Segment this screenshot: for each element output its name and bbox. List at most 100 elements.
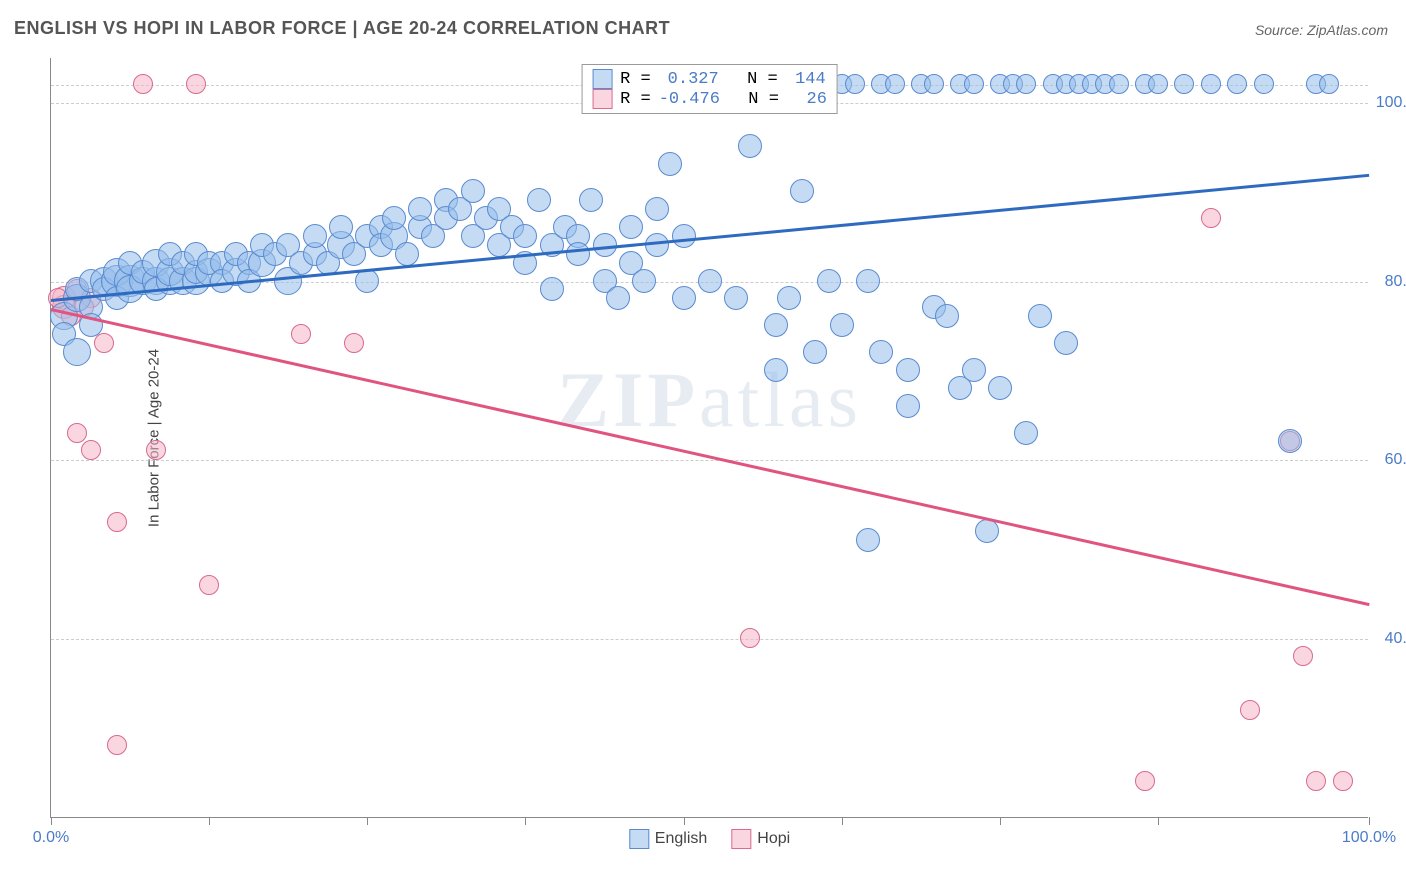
x-tick: [525, 817, 526, 825]
legend-swatch: [592, 89, 612, 109]
scatter-point-hopi: [1306, 771, 1326, 791]
scatter-point-english: [869, 340, 893, 364]
scatter-point-english: [1054, 331, 1078, 355]
scatter-point-english: [975, 519, 999, 543]
scatter-point-english: [764, 358, 788, 382]
scatter-point-english: [395, 242, 419, 266]
scatter-point-hopi: [291, 324, 311, 344]
scatter-point-hopi: [81, 440, 101, 460]
scatter-point-english: [1201, 74, 1221, 94]
scatter-point-english: [579, 188, 603, 212]
scatter-point-english: [408, 197, 432, 221]
legend-swatch: [592, 69, 612, 89]
x-tick: [1000, 817, 1001, 825]
scatter-point-hopi: [199, 575, 219, 595]
x-tick: [684, 817, 685, 825]
scatter-point-english: [658, 152, 682, 176]
scatter-point-hopi: [1240, 700, 1260, 720]
x-tick: [1158, 817, 1159, 825]
legend-r-label: R =: [620, 70, 651, 89]
scatter-point-english: [738, 134, 762, 158]
scatter-chart: In Labor Force | Age 20-24 ZIPatlas 40.0…: [50, 58, 1368, 818]
scatter-point-hopi: [107, 735, 127, 755]
legend-row-english: R =0.327 N =144: [592, 69, 827, 89]
correlation-legend: R =0.327 N =144R =-0.476 N =26: [581, 64, 838, 114]
y-tick-label: 60.0%: [1385, 451, 1406, 469]
scatter-point-hopi: [146, 440, 166, 460]
scatter-point-english: [645, 233, 669, 257]
scatter-point-english: [1278, 429, 1302, 453]
x-tick-label: 0.0%: [33, 829, 69, 847]
y-tick-label: 40.0%: [1385, 630, 1406, 648]
scatter-point-english: [777, 286, 801, 310]
scatter-point-english: [962, 358, 986, 382]
scatter-point-hopi: [344, 333, 364, 353]
gridline: [51, 639, 1368, 640]
scatter-point-english: [1227, 74, 1247, 94]
scatter-point-english: [856, 269, 880, 293]
scatter-point-english: [1174, 74, 1194, 94]
legend-label: Hopi: [757, 830, 790, 848]
scatter-point-english: [896, 358, 920, 382]
scatter-point-english: [566, 242, 590, 266]
scatter-point-english: [461, 179, 485, 203]
scatter-point-english: [303, 224, 327, 248]
source-attribution: Source: ZipAtlas.com: [1255, 22, 1388, 38]
scatter-point-english: [645, 197, 669, 221]
scatter-point-english: [1148, 74, 1168, 94]
legend-label: English: [655, 830, 707, 848]
legend-r-value: 0.327: [659, 70, 719, 89]
scatter-point-english: [924, 74, 944, 94]
scatter-point-english: [1254, 74, 1274, 94]
legend-r-label: R =: [620, 90, 651, 109]
scatter-point-hopi: [1201, 208, 1221, 228]
legend-n-value: 144: [786, 70, 826, 89]
scatter-point-english: [1028, 304, 1052, 328]
scatter-point-english: [803, 340, 827, 364]
scatter-point-english: [935, 304, 959, 328]
scatter-point-english: [606, 286, 630, 310]
scatter-point-hopi: [67, 423, 87, 443]
x-tick-label: 100.0%: [1342, 829, 1396, 847]
scatter-point-english: [764, 313, 788, 337]
legend-n-label: N =: [728, 90, 779, 109]
scatter-point-english: [845, 74, 865, 94]
legend-item-hopi: Hopi: [731, 829, 790, 849]
y-tick-label: 80.0%: [1385, 273, 1406, 291]
scatter-point-english: [698, 269, 722, 293]
scatter-point-hopi: [107, 512, 127, 532]
scatter-point-hopi: [186, 74, 206, 94]
scatter-point-hopi: [740, 628, 760, 648]
scatter-point-english: [817, 269, 841, 293]
legend-swatch: [731, 829, 751, 849]
legend-item-english: English: [629, 829, 707, 849]
scatter-point-english: [790, 179, 814, 203]
scatter-point-english: [63, 338, 91, 366]
series-legend: English Hopi: [629, 829, 790, 849]
trend-line-hopi: [51, 308, 1370, 605]
scatter-point-hopi: [1135, 771, 1155, 791]
scatter-point-hopi: [1333, 771, 1353, 791]
scatter-point-english: [856, 528, 880, 552]
chart-title: ENGLISH VS HOPI IN LABOR FORCE | AGE 20-…: [14, 18, 670, 39]
scatter-point-english: [619, 215, 643, 239]
x-tick: [51, 817, 52, 825]
scatter-point-hopi: [133, 74, 153, 94]
scatter-point-english: [724, 286, 748, 310]
scatter-point-english: [1014, 421, 1038, 445]
scatter-point-english: [632, 269, 656, 293]
x-tick: [1369, 817, 1370, 825]
scatter-point-english: [513, 224, 537, 248]
y-tick-label: 100.0%: [1376, 94, 1406, 112]
legend-r-value: -0.476: [659, 90, 720, 109]
scatter-point-english: [896, 394, 920, 418]
scatter-point-english: [830, 313, 854, 337]
scatter-point-english: [1319, 74, 1339, 94]
x-tick: [842, 817, 843, 825]
scatter-point-english: [988, 376, 1012, 400]
scatter-point-english: [964, 74, 984, 94]
scatter-point-english: [382, 206, 406, 230]
scatter-point-english: [1109, 74, 1129, 94]
scatter-point-english: [540, 277, 564, 301]
scatter-point-hopi: [1293, 646, 1313, 666]
